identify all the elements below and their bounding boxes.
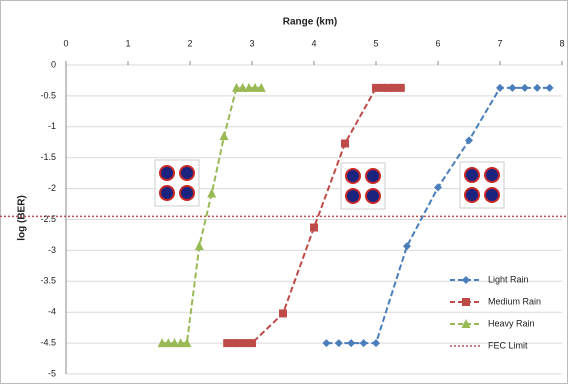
y-tick-label: -2 bbox=[48, 183, 56, 193]
x-tick-label: 6 bbox=[435, 38, 440, 48]
x-tick-label: 4 bbox=[311, 38, 316, 48]
y-axis-title: log (BER) bbox=[17, 195, 28, 241]
point bbox=[248, 339, 256, 347]
y-tick-label: 0 bbox=[51, 59, 56, 69]
point bbox=[279, 309, 287, 317]
x-axis-title: Range (km) bbox=[283, 17, 337, 28]
y-tick-label: -5 bbox=[48, 368, 56, 378]
x-tick-label: 1 bbox=[125, 38, 130, 48]
x-tick-label: 3 bbox=[249, 38, 254, 48]
y-tick-label: -1.5 bbox=[40, 152, 56, 162]
y-tick-label: -4.5 bbox=[40, 337, 56, 347]
constellation bbox=[341, 163, 385, 209]
constellation bbox=[460, 162, 504, 208]
x-tick-label: 2 bbox=[187, 38, 192, 48]
chart: Range (km) log (BER) 0 -0.5 -1 -1.5 -2 -2.5 -3… bbox=[0, 0, 568, 384]
y-tick-label: -4 bbox=[48, 307, 56, 317]
x-tick-label: 8 bbox=[559, 38, 564, 48]
x-tick-label: 5 bbox=[373, 38, 378, 48]
legend-label: Light Rain bbox=[488, 274, 529, 284]
y-tick-label: -3 bbox=[48, 245, 56, 255]
legend-label: Heavy Rain bbox=[488, 318, 535, 328]
point bbox=[341, 139, 349, 147]
point bbox=[397, 84, 405, 92]
y-tick-label: -2.5 bbox=[40, 214, 56, 224]
y-tick-label: -3.5 bbox=[40, 276, 56, 286]
x-tick-label: 0 bbox=[63, 38, 68, 48]
legend-label: Medium Rain bbox=[488, 296, 541, 306]
x-tick-label: 7 bbox=[497, 38, 502, 48]
y-tick-label: -1 bbox=[48, 121, 56, 131]
legend-label: FEC Limit bbox=[488, 340, 528, 350]
point bbox=[310, 224, 318, 232]
y-tick-label: -0.5 bbox=[40, 90, 56, 100]
legend-marker bbox=[462, 298, 470, 306]
constellation bbox=[155, 160, 199, 206]
